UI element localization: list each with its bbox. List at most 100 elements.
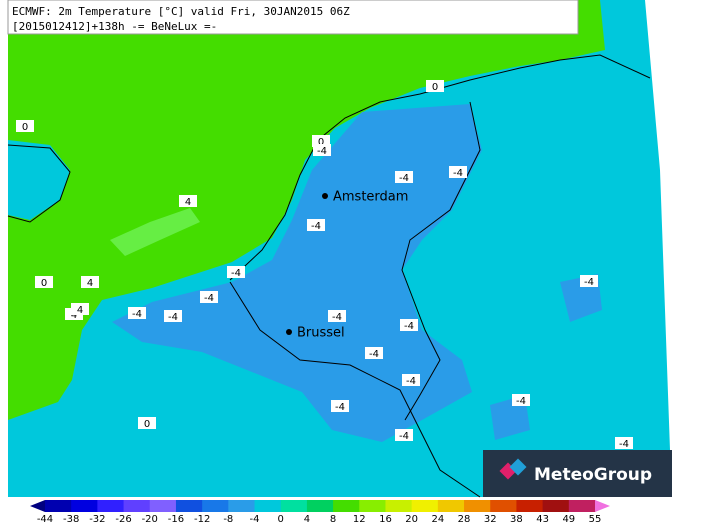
sea-zero-zone <box>8 0 605 420</box>
colorbar-segment <box>359 500 386 512</box>
logo-text: MeteoGroup <box>534 465 652 485</box>
contour-label-box <box>16 120 34 132</box>
logo-icon <box>499 458 527 480</box>
colorbar-tick-label: -26 <box>115 514 131 525</box>
contour-label: 0 <box>318 137 324 148</box>
colorbar-tick-label: 32 <box>484 514 497 525</box>
city-label: Amsterdam <box>333 190 408 205</box>
colorbar-arrow <box>595 500 610 512</box>
contour-label-box <box>395 429 413 441</box>
contour-label: -4 <box>132 309 142 320</box>
contour-label-box <box>307 219 325 231</box>
contour-label-box <box>512 394 530 406</box>
contour-label: -4 <box>168 312 178 323</box>
contour-label: -4 <box>453 168 463 179</box>
colorbar-tick-label: -12 <box>194 514 210 525</box>
contour-label-box <box>138 417 156 429</box>
city-dot <box>322 193 328 199</box>
colorbar-tick-label: 12 <box>353 514 366 525</box>
colorbar-tick-label: -20 <box>142 514 158 525</box>
contour-label: 0 <box>41 278 47 289</box>
colorbar-segment <box>516 500 544 512</box>
colorbar-tick-label: 38 <box>510 514 523 525</box>
contour-label-box <box>402 374 420 386</box>
colorbar-tick-label: 0 <box>278 514 284 525</box>
colorbar-segment <box>568 500 596 512</box>
contour-label: 4 <box>71 310 77 321</box>
colorbar-arrow <box>30 500 45 512</box>
contour-label: 0 <box>144 419 150 430</box>
contour-label: -4 <box>399 431 409 442</box>
border <box>229 281 481 498</box>
contour-label-box <box>365 347 383 359</box>
sea-warm-patch <box>110 208 200 256</box>
colorbar-tick-label: -4 <box>250 514 260 525</box>
colorbar-tick-label: 28 <box>458 514 471 525</box>
colorbar-segment <box>228 500 256 512</box>
coastline <box>229 54 651 281</box>
contour-label: -4 <box>369 349 379 360</box>
contour-label: 0 <box>22 122 28 133</box>
colorbar-segment <box>123 500 151 512</box>
coastline <box>7 144 71 223</box>
contour-label: -4 <box>619 439 629 450</box>
colorbar-tick-label: 43 <box>536 514 549 525</box>
logo-box <box>483 450 672 497</box>
contour-label-box <box>328 310 346 322</box>
colorbar-tick-label: 8 <box>330 514 336 525</box>
header-box <box>7 0 579 35</box>
header-line: ECMWF: 2m Temperature [°C] valid Fri, 30… <box>12 5 350 18</box>
colorbar-segment <box>490 500 517 512</box>
colorbar-tick-label: -16 <box>168 514 184 525</box>
colorbar-tick-label: -8 <box>223 514 233 525</box>
colorbar-segment <box>175 500 203 512</box>
contour-label: -4 <box>584 277 594 288</box>
colorbar-segment <box>333 500 360 512</box>
colorbar-tick-label: 20 <box>405 514 418 525</box>
cold-area <box>490 395 530 440</box>
contour-label: -4 <box>332 312 342 323</box>
colorbar-tick-label: 16 <box>379 514 392 525</box>
contour-label-box <box>179 195 197 207</box>
contour-label-box <box>615 437 633 449</box>
colorbar-tick-label: -38 <box>63 514 79 525</box>
colorbar-tick-label: 4 <box>304 514 310 525</box>
contour-label: -4 <box>311 221 321 232</box>
colorbar-segment <box>149 500 177 512</box>
contour-label-box <box>313 144 331 156</box>
contour-label-box <box>81 276 99 288</box>
contour-label: -4 <box>231 268 241 279</box>
contour-label: -4 <box>204 293 214 304</box>
contour-label: -4 <box>404 321 414 332</box>
contour-label-box <box>449 166 467 178</box>
contour-label: -4 <box>317 146 327 157</box>
contour-label-box <box>426 80 444 92</box>
contour-label-box <box>580 275 598 287</box>
colorbar-segment <box>202 500 229 512</box>
colorbar-segment <box>71 500 98 512</box>
city-dot <box>286 329 292 335</box>
colorbar-segment <box>411 500 439 512</box>
colorbar-tick-label: 55 <box>589 514 602 525</box>
colorbar-segment <box>280 500 308 512</box>
contour-label-box <box>227 266 245 278</box>
header-line: [2015012412]+138h -= BeNeLux =- <box>12 20 217 33</box>
contour-label-box <box>200 291 218 303</box>
contour-label-box <box>71 303 89 315</box>
colorbar-segment <box>306 500 334 512</box>
contour-label: 0 <box>432 82 438 93</box>
colorbar-segment <box>45 500 72 512</box>
contour-label-box <box>400 319 418 331</box>
contour-label: 4 <box>77 305 83 316</box>
colorbar-tick-label: -32 <box>89 514 105 525</box>
contour-label: -4 <box>516 396 526 407</box>
colorbar-tick-label: 49 <box>562 514 575 525</box>
colorbar-segment <box>542 500 570 512</box>
colorbar-tick-label: -44 <box>37 514 53 525</box>
contour-label: 4 <box>87 278 93 289</box>
cold-area <box>112 104 482 442</box>
contour-label: -4 <box>406 376 416 387</box>
contour-label-box <box>331 400 349 412</box>
